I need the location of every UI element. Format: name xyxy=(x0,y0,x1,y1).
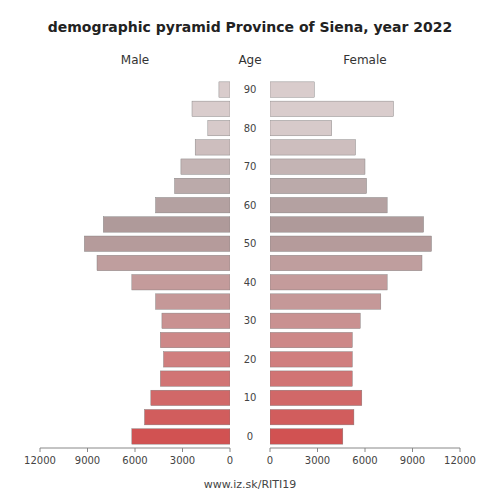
bar xyxy=(270,332,352,347)
bar xyxy=(270,217,424,232)
bar xyxy=(97,255,230,270)
age-label: 40 xyxy=(244,277,257,288)
x-tick-label: 3000 xyxy=(305,455,330,466)
bar xyxy=(270,313,360,328)
x-tick xyxy=(317,448,318,452)
age-label: 60 xyxy=(244,200,257,211)
bar xyxy=(270,409,354,424)
x-tick-label: 9000 xyxy=(75,455,100,466)
bar xyxy=(270,236,432,251)
bar xyxy=(270,120,332,135)
bar xyxy=(103,217,230,232)
bar xyxy=(132,429,230,444)
panel-header: Male xyxy=(121,53,149,67)
bar xyxy=(145,409,231,424)
age-label: 20 xyxy=(244,354,257,365)
x-tick-label: 0 xyxy=(267,455,273,466)
bar xyxy=(270,197,387,212)
age-label: 80 xyxy=(244,123,257,134)
age-label: 30 xyxy=(244,315,257,326)
title: demographic pyramid Province of Siena, y… xyxy=(48,19,453,35)
age-label: 50 xyxy=(244,238,257,249)
age-label: 10 xyxy=(244,392,257,403)
x-tick xyxy=(270,448,271,452)
bar xyxy=(270,275,387,290)
bar xyxy=(270,82,314,97)
x-tick xyxy=(40,448,41,452)
bar xyxy=(84,236,230,251)
bar xyxy=(270,352,352,367)
x-tick-label: 12000 xyxy=(444,455,476,466)
x-tick-label: 0 xyxy=(227,455,233,466)
x-tick-label: 9000 xyxy=(400,455,425,466)
bar xyxy=(270,255,422,270)
bar xyxy=(270,390,362,405)
bar xyxy=(156,294,230,309)
x-tick-label: 12000 xyxy=(24,455,56,466)
panel-header: Female xyxy=(343,53,386,67)
bar xyxy=(208,120,230,135)
bar xyxy=(175,178,230,193)
bar xyxy=(270,159,365,174)
x-tick-label: 3000 xyxy=(170,455,195,466)
bar xyxy=(162,313,230,328)
bar xyxy=(181,159,230,174)
x-tick xyxy=(365,448,366,452)
bar xyxy=(270,101,394,116)
axis-label: Age xyxy=(238,53,261,67)
bar xyxy=(270,371,352,386)
x-tick-label: 6000 xyxy=(122,455,147,466)
age-label: 70 xyxy=(244,161,257,172)
bar xyxy=(156,197,230,212)
bar xyxy=(192,101,230,116)
chart: demographic pyramid Province of Siena, y… xyxy=(0,0,500,500)
bars xyxy=(84,82,230,444)
bar xyxy=(195,140,230,155)
x-tick xyxy=(412,448,413,452)
bar xyxy=(270,178,367,193)
bar xyxy=(270,294,381,309)
bar xyxy=(270,140,356,155)
x-tick-label: 6000 xyxy=(352,455,377,466)
bar xyxy=(160,332,230,347)
x-tick xyxy=(460,448,461,452)
x-tick xyxy=(230,448,231,452)
x-tick xyxy=(182,448,183,452)
bar xyxy=(164,352,231,367)
bar xyxy=(270,429,343,444)
x-tick xyxy=(87,448,88,452)
bar xyxy=(160,371,230,386)
age-label: 0 xyxy=(247,431,253,442)
watermark: www.iz.sk/RITI19 xyxy=(204,478,296,491)
x-tick xyxy=(135,448,136,452)
bar xyxy=(219,82,230,97)
bars xyxy=(270,82,432,444)
bar xyxy=(132,275,230,290)
age-label: 90 xyxy=(244,84,257,95)
bar xyxy=(151,390,230,405)
